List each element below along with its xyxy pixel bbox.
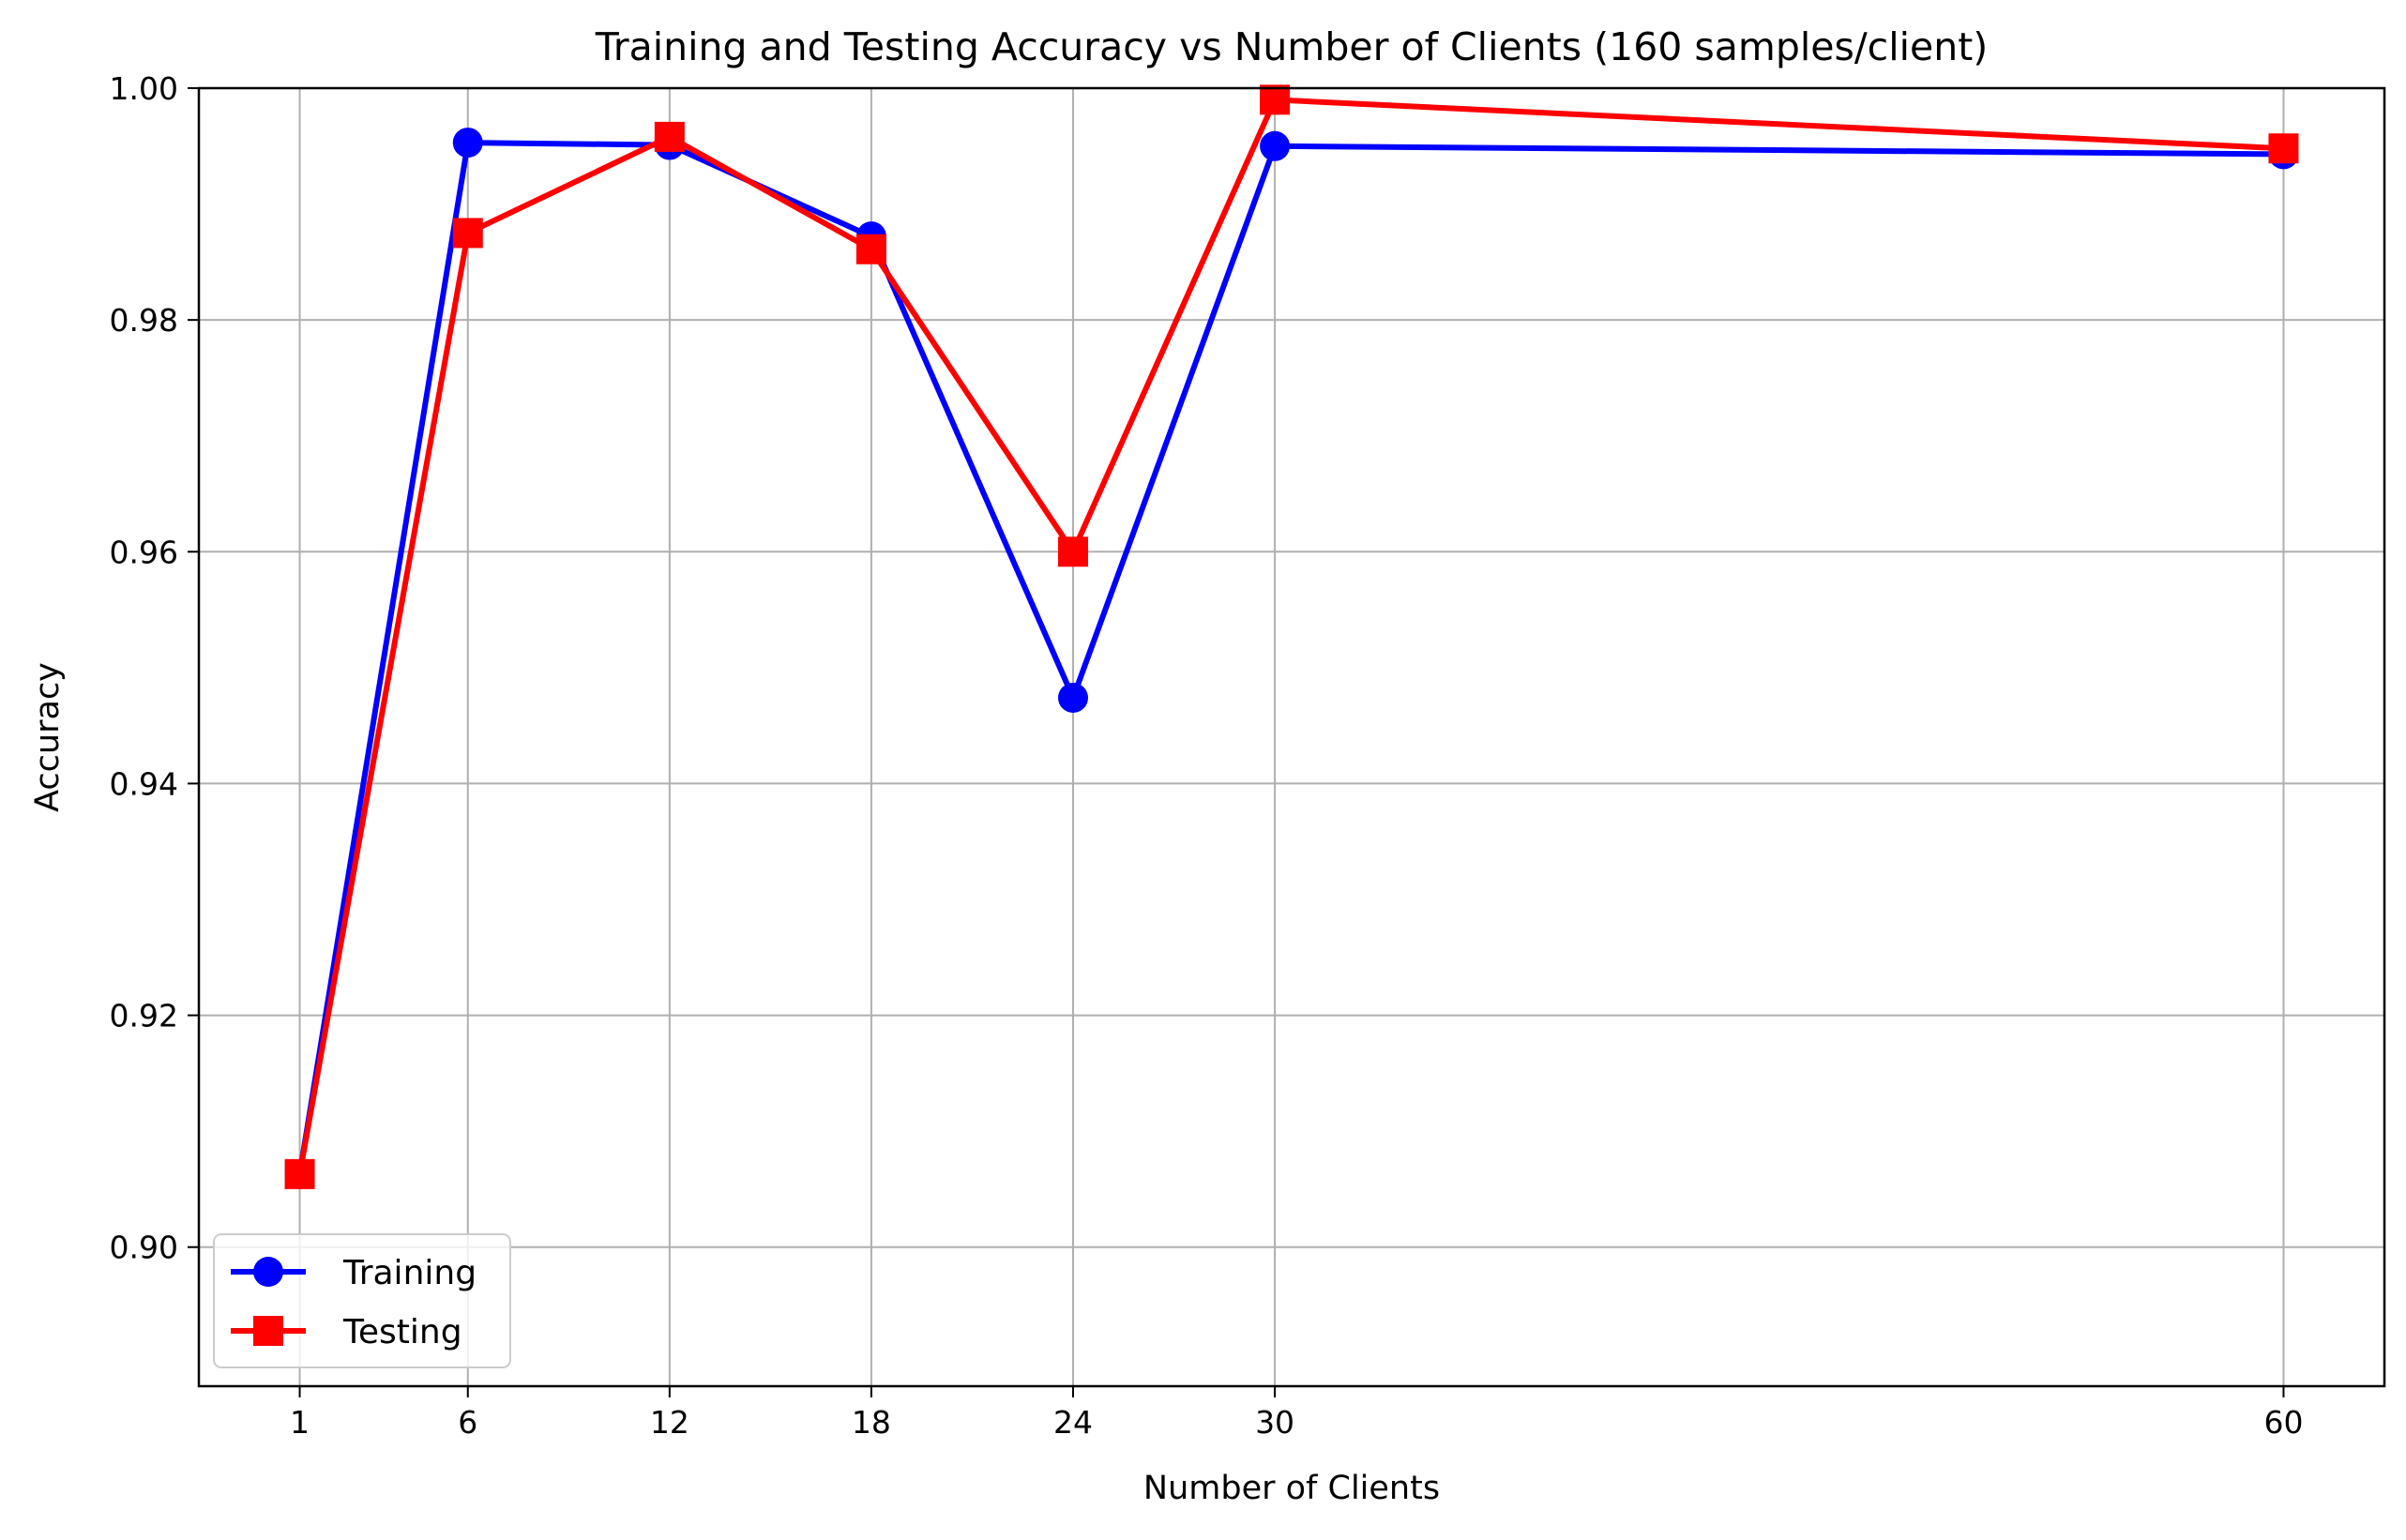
legend-marker-training [253, 1257, 283, 1287]
data-point-testing [1260, 84, 1291, 115]
x-tick-label: 12 [650, 1404, 689, 1441]
legend-label-testing: Testing [342, 1313, 462, 1351]
y-tick-label: 0.96 [110, 534, 178, 570]
x-tick-label: 1 [290, 1404, 310, 1441]
data-point-testing [654, 121, 685, 152]
x-tick-label: 24 [1053, 1404, 1093, 1441]
grid-layer [199, 87, 2384, 1386]
chart-title: Training and Testing Accuracy vs Number … [595, 24, 1989, 69]
x-tick-label: 18 [852, 1404, 891, 1441]
data-point-testing [1058, 536, 1088, 567]
legend-entries: Training Testing [231, 1254, 477, 1351]
y-tick-label: 0.90 [110, 1230, 178, 1266]
x-tick-label: 6 [458, 1404, 477, 1441]
y-tick-label: 0.94 [110, 765, 178, 802]
x-tick-label: 30 [1255, 1404, 1294, 1441]
y-tick-label: 1.00 [110, 70, 178, 107]
data-point-testing [855, 234, 886, 264]
data-point-testing [452, 218, 483, 249]
data-point-testing [2268, 133, 2299, 164]
series-layer [284, 84, 2299, 1189]
data-point-training [1058, 682, 1088, 713]
legend-label-training: Training [342, 1254, 477, 1292]
tick-layer: 1 6 12 18 24 30 60 0.90 0.92 0.94 0.96 0.98 1.00 [110, 70, 2304, 1441]
data-point-testing [284, 1158, 315, 1189]
legend-box [213, 1233, 511, 1368]
x-tick-label: 60 [2263, 1404, 2303, 1441]
legend-marker-testing [253, 1316, 283, 1346]
y-tick-label: 0.98 [110, 302, 178, 339]
plot-frame [197, 86, 2386, 1388]
y-axis-label: Accuracy [29, 662, 67, 812]
data-point-training [1260, 130, 1291, 161]
data-point-training [452, 128, 483, 159]
legend: Training Testing [213, 1233, 511, 1368]
x-axis-label: Number of Clients [1143, 1470, 1440, 1507]
series-testing [284, 84, 2299, 1189]
y-tick-label: 0.92 [110, 998, 178, 1034]
